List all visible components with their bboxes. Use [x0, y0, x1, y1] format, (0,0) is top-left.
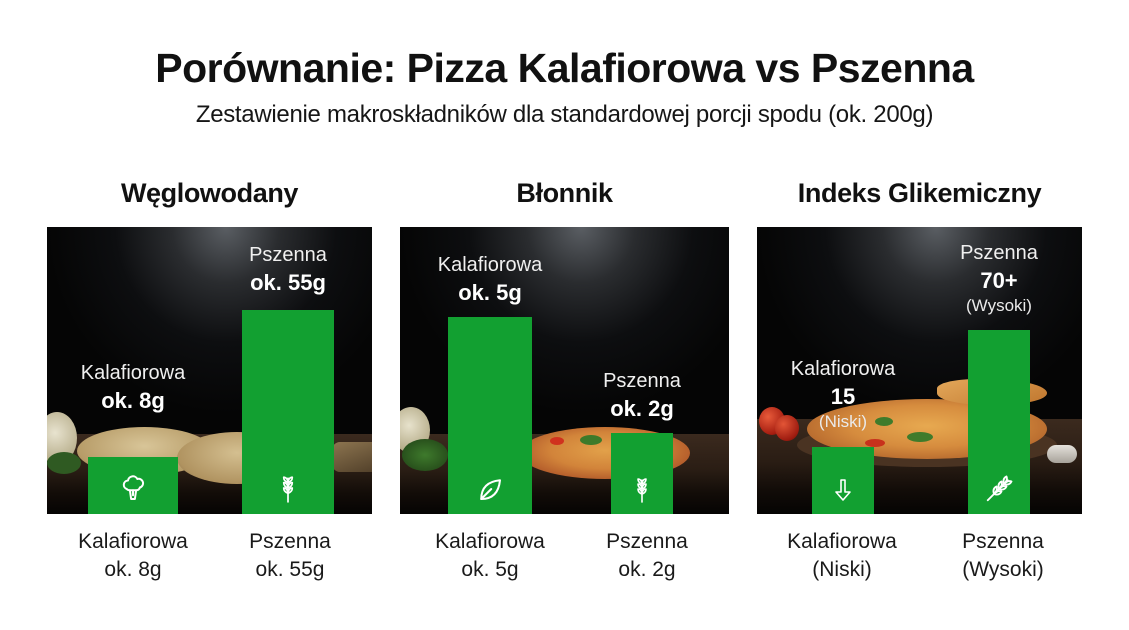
value-note: (Niski)	[818, 412, 868, 431]
bar-kalafiorowa	[812, 447, 874, 514]
value: 15	[830, 384, 856, 409]
page-title: Porównanie: Pizza Kalafiorowa vs Pszenna	[155, 45, 974, 91]
page-subtitle: Zestawienie makroskładników dla standard…	[195, 101, 934, 128]
chart-title-carbs: Węglowodany	[120, 178, 299, 208]
axis-label-name: Pszenna	[606, 530, 688, 553]
bar-pszenna	[968, 330, 1030, 514]
data-label-pszenna: Pszenna ok. 55g	[217, 242, 359, 296]
tomato-topping	[865, 439, 885, 447]
data-label-kalafiorowa: Kalafiorowa ok. 8g	[63, 360, 203, 414]
wheat-icon	[637, 478, 647, 503]
chart-panel-fiber: Kalafiorowa ok. 5g Pszenna ok. 2g	[400, 227, 729, 514]
leaf-icon	[480, 479, 501, 500]
series-name: Kalafiorowa	[790, 358, 896, 380]
series-name: Kalafiorowa	[80, 362, 186, 384]
value: ok. 8g	[101, 388, 165, 413]
broccoli-icon	[122, 475, 145, 500]
axis-label-value: (Wysoki)	[962, 558, 1044, 581]
basil-topping	[907, 432, 933, 442]
axis-label-name: Kalafiorowa	[78, 530, 188, 553]
basil-topping	[580, 435, 602, 445]
chart-panel-glycemic-index: Kalafiorowa 15 (Niski) Pszenna 70+ (Wyso…	[757, 227, 1082, 514]
value-note: (Wysoki)	[966, 296, 1032, 315]
axis-label-value: ok. 2g	[618, 558, 676, 581]
axis-label-value: ok. 5g	[461, 558, 519, 581]
axis-label-value: ok. 55g	[255, 558, 325, 581]
wheat-icon	[282, 476, 294, 503]
axis-label-value: ok. 8g	[104, 558, 162, 581]
data-label-pszenna: Pszenna ok. 2g	[580, 368, 704, 422]
axis-label-pszenna: Pszenna ok. 2g	[577, 528, 717, 584]
axis-label-kalafiorowa: Kalafiorowa ok. 5g	[415, 528, 565, 584]
chart-title-glycemic-index: Indeks Glikemiczny	[797, 178, 1042, 208]
series-name: Pszenna	[960, 242, 1038, 264]
data-label-pszenna: Pszenna 70+ (Wysoki)	[937, 240, 1061, 318]
axis-label-kalafiorowa: Kalafiorowa ok. 8g	[58, 528, 208, 584]
bar-kalafiorowa	[448, 317, 532, 514]
bar-pszenna	[242, 310, 334, 514]
rolling-pin-image	[1047, 445, 1077, 463]
axis-label-name: Kalafiorowa	[787, 530, 897, 553]
wheat-image	[332, 442, 372, 472]
axis-label-name: Pszenna	[249, 530, 331, 553]
basil-image	[47, 452, 81, 474]
tomato-image	[775, 415, 799, 441]
axis-label-kalafiorowa: Kalafiorowa (Niski)	[767, 528, 917, 584]
data-label-kalafiorowa: Kalafiorowa 15 (Niski)	[773, 356, 913, 434]
series-name: Pszenna	[603, 370, 681, 392]
axis-label-name: Pszenna	[962, 530, 1044, 553]
series-name: Pszenna	[249, 244, 327, 266]
value: ok. 55g	[250, 270, 326, 295]
arrow-down-icon	[835, 479, 851, 501]
basil-image	[402, 439, 448, 471]
value: ok. 2g	[610, 396, 674, 421]
basil-topping	[875, 417, 893, 426]
axis-label-name: Kalafiorowa	[435, 530, 545, 553]
data-label-kalafiorowa: Kalafiorowa ok. 5g	[420, 252, 560, 306]
series-name: Kalafiorowa	[437, 254, 543, 276]
axis-label-value: (Niski)	[812, 558, 872, 581]
axis-label-pszenna: Pszenna (Wysoki)	[933, 528, 1073, 584]
bar-kalafiorowa	[88, 457, 178, 514]
bar-pszenna	[611, 433, 673, 514]
value: 70+	[980, 268, 1018, 293]
tomato-topping	[550, 437, 564, 445]
wheat-icon	[986, 475, 1013, 502]
chart-panel-carbs: Kalafiorowa ok. 8g Pszenna ok. 55g	[47, 227, 372, 514]
chart-title-fiber: Błonnik	[516, 178, 613, 208]
value: ok. 5g	[458, 280, 522, 305]
axis-label-pszenna: Pszenna ok. 55g	[220, 528, 360, 584]
